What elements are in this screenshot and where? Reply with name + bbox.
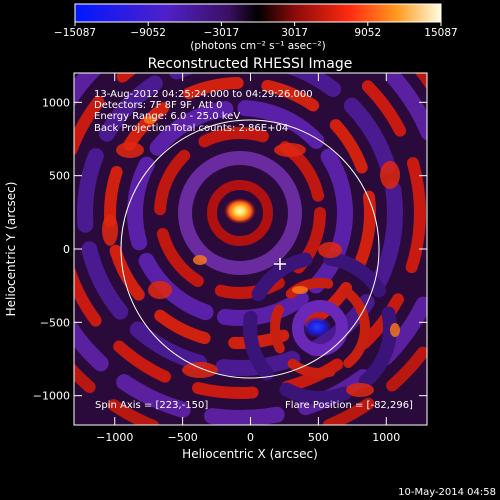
annotation-energy: Energy Range: 6.0 - 25.0 keV	[94, 111, 240, 122]
annotation-counts: Total counts: 2.86E+04	[171, 123, 288, 134]
x-axis-label: Heliocentric X (arcsec)	[182, 447, 318, 461]
positive-source	[224, 198, 256, 224]
colorbar-unit-label: (photons cm⁻² s⁻¹ asec⁻²)	[190, 40, 325, 52]
annotation-time: 13-Aug-2012 04:25:24.000 to 04:29:26.000	[94, 89, 313, 100]
x-tick-label: 500	[308, 431, 329, 444]
colorbar-tick-label: 15087	[424, 27, 457, 39]
spin-axis-marker	[274, 258, 286, 270]
annotation-detectors: Detectors: 7F 8F 9F, Att 0	[94, 100, 222, 111]
colorbar-tick-label: 9052	[354, 27, 381, 39]
x-tick-label: −500	[168, 431, 198, 444]
timestamp: 10-May-2014 04:58	[398, 487, 496, 498]
chart-title: Reconstructed RHESSI Image	[148, 56, 353, 72]
y-tick-label: −1000	[33, 390, 70, 403]
y-tick-label: 1000	[42, 96, 70, 109]
flare-position-label: Flare Position = [-82,296]	[285, 400, 413, 411]
colorbar-ticks: −15087 −9052 −3017 3017 9052 15087	[54, 22, 458, 39]
colorbar-tick-label: −3017	[204, 27, 240, 39]
colorbar	[74, 3, 442, 23]
x-tick-label: −1000	[96, 431, 133, 444]
y-tick-label: 0	[63, 243, 70, 256]
colorbar-tick-label: −15087	[54, 27, 96, 39]
negative-source	[302, 316, 332, 338]
annotation-method: Back Projection	[94, 123, 171, 134]
x-tick-label: 0	[247, 431, 254, 444]
solar-limb	[120, 119, 380, 379]
colorbar-tick-label: 3017	[281, 27, 308, 39]
y-tick-label: −500	[40, 316, 70, 329]
axis-ticks: −1000 −500 0 500 1000 −1000 −500 0 500 1000	[33, 73, 427, 444]
y-tick-label: 500	[49, 170, 70, 183]
heatmap-image	[74, 73, 427, 425]
x-tick-label: 1000	[372, 431, 400, 444]
colorbar-tick-label: −9052	[130, 27, 166, 39]
annotation-block: 13-Aug-2012 04:25:24.000 to 04:29:26.000…	[94, 89, 313, 134]
spin-axis-label: Spin Axis = [223,-150]	[95, 400, 208, 411]
y-axis-label: Heliocentric Y (arcsec)	[4, 182, 18, 317]
